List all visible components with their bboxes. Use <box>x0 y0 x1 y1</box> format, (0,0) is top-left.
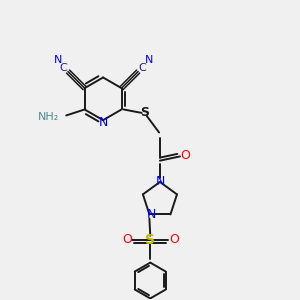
Text: O: O <box>122 232 132 246</box>
Text: N: N <box>155 176 165 188</box>
Text: O: O <box>169 232 179 246</box>
Text: C: C <box>60 63 68 73</box>
Text: N: N <box>99 116 108 129</box>
Text: O: O <box>181 149 190 162</box>
Text: N: N <box>145 56 153 65</box>
Text: NH₂: NH₂ <box>38 112 59 122</box>
Text: N: N <box>147 208 156 221</box>
Text: S: S <box>145 233 155 247</box>
Text: S: S <box>140 106 149 119</box>
Text: C: C <box>138 63 146 73</box>
Text: N: N <box>54 55 62 65</box>
